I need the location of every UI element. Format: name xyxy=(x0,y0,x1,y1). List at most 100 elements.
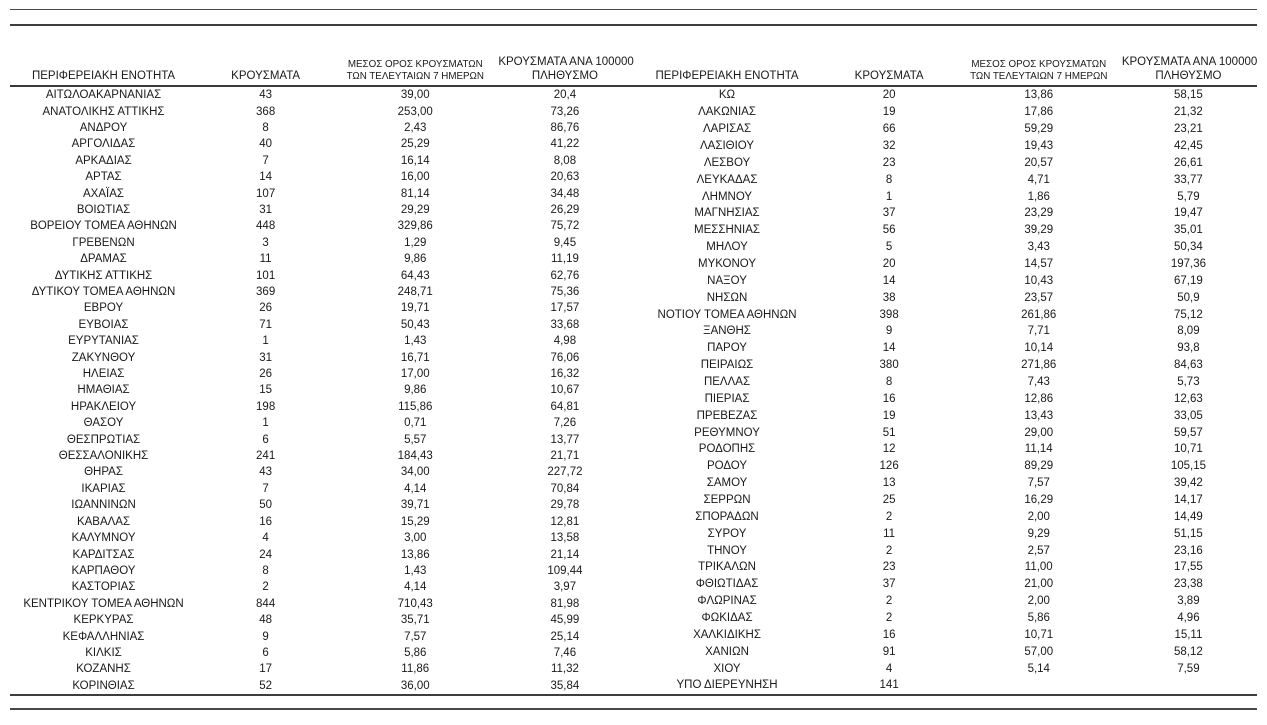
cases-cell: 2 xyxy=(885,544,893,557)
table-row: ΠΕΛΛΑΣ 8 7,43 5,73 xyxy=(634,374,1258,391)
cases-cell: 369 xyxy=(256,286,276,298)
cases-cell: 126 xyxy=(879,460,899,473)
per100k-cell: 23,21 xyxy=(1174,123,1203,136)
per100k-cell: 75,12 xyxy=(1174,308,1203,321)
avg7-cell: 184,43 xyxy=(397,450,433,463)
cases-cell: 198 xyxy=(256,400,276,413)
table-row: ΕΒΡΟΥ 26 19,71 17,57 xyxy=(10,300,634,316)
cases-cell: 71 xyxy=(259,318,273,331)
per100k-cell: 26,29 xyxy=(550,203,580,216)
region-name-cell: ΠΑΡΟΥ xyxy=(707,342,747,355)
cases-cell: 56 xyxy=(882,224,896,237)
per100k-cell: 33,68 xyxy=(550,318,580,331)
region-name-cell: ΛΕΥΚΑΔΑΣ xyxy=(696,173,758,186)
table-row: ΚΟΡΙΝΘΙΑΣ 52 36,00 35,84 xyxy=(10,678,634,694)
region-name-cell: ΚΩ xyxy=(718,89,736,102)
cases-cell: 8 xyxy=(885,375,893,388)
column-header-avg7: ΜΕΣΟΣ ΟΡΟΣ ΚΡΟΥΣΜΑΤΩΝ ΤΩΝ ΤΕΛΕΥΤΑΙΩΝ 7 Η… xyxy=(957,26,1120,88)
avg7-cell: 39,29 xyxy=(1024,224,1054,237)
region-name-cell: ΕΒΡΟΥ xyxy=(83,302,124,315)
cases-cell: 8 xyxy=(262,121,269,134)
cases-cell: 17 xyxy=(259,663,273,676)
per100k-cell: 7,59 xyxy=(1177,662,1200,675)
table-row: ΜΗΛΟΥ 5 3,43 50,34 xyxy=(634,239,1258,256)
per100k-cell: 20,4 xyxy=(553,89,577,102)
region-name-cell: ΘΑΣΟΥ xyxy=(83,417,124,430)
cases-cell: 15 xyxy=(259,384,273,397)
column-header-avg7-line2: ΤΩΝ ΤΕΛΕΥΤΑΙΩΝ 7 ΗΜΕΡΩΝ xyxy=(970,70,1108,82)
table-row: ΛΕΣΒΟΥ 23 20,57 26,61 xyxy=(634,155,1258,172)
per100k-cell: 4,98 xyxy=(553,335,577,348)
per100k-cell: 14,17 xyxy=(1174,493,1203,506)
avg7-cell: 115,86 xyxy=(398,400,433,413)
cases-cell: 6 xyxy=(262,433,269,446)
cases-cell: 9 xyxy=(262,630,269,643)
avg7-cell: 3,00 xyxy=(404,532,427,545)
region-name-cell: ΘΗΡΑΣ xyxy=(84,466,123,479)
per100k-cell: 64,81 xyxy=(550,400,580,413)
avg7-cell: 19,71 xyxy=(400,302,430,315)
per100k-cell: 26,61 xyxy=(1174,156,1203,169)
region-name-cell: ΧΑΛΚΙΔΙΚΗΣ xyxy=(693,628,761,641)
per100k-cell: 5,79 xyxy=(1177,190,1200,203)
table-row: ΑΡΓΟΛΙΔΑΣ 40 25,29 41,22 xyxy=(10,136,634,152)
per100k-cell: 58,15 xyxy=(1174,89,1203,102)
table-row: ΚΕΝΤΡΙΚΟΥ ΤΟΜΕΑ ΑΘΗΝΩΝ 844 710,43 81,98 xyxy=(10,596,634,612)
avg7-cell: 4,14 xyxy=(404,581,427,594)
per100k-cell: 15,11 xyxy=(1174,628,1203,641)
cases-cell: 141 xyxy=(879,679,899,692)
avg7-cell: 11,14 xyxy=(1024,443,1053,456)
table-row: ΠΡΕΒΕΖΑΣ 19 13,43 33,05 xyxy=(634,407,1258,424)
region-name-cell: ΜΕΣΣΗΝΙΑΣ xyxy=(693,224,761,237)
table-row: ΡΕΘΥΜΝΟΥ 51 29,00 59,57 xyxy=(634,424,1258,441)
region-name-cell: ΜΗΛΟΥ xyxy=(706,241,748,254)
cases-cell: 16 xyxy=(882,392,896,405)
avg7-cell: 16,14 xyxy=(400,154,430,167)
cases-cell: 11 xyxy=(259,253,272,266)
region-name-cell: ΣΥΡΟΥ xyxy=(707,527,747,540)
avg7-cell: 35,71 xyxy=(400,614,430,627)
cases-table-right: ΠΕΡΙΦΕΡΕΙΑΚΗ ΕΝΟΤΗΤΑ ΚΡΟΥΣΜΑΤΑ ΜΕΣΟΣ ΟΡΟ… xyxy=(633,26,1258,694)
region-name-cell: ΧΑΝΙΩΝ xyxy=(705,645,749,658)
region-name-cell: ΚΕΦΑΛΛΗΝΙΑΣ xyxy=(62,630,145,643)
avg7-cell: 4,14 xyxy=(404,482,427,495)
table-row: ΔΡΑΜΑΣ 11 9,86 11,19 xyxy=(10,251,634,267)
avg7-cell: 20,57 xyxy=(1024,156,1054,169)
table-row: ΘΕΣΠΡΩΤΙΑΣ 6 5,57 13,77 xyxy=(10,432,634,448)
avg7-cell: 10,14 xyxy=(1024,342,1054,355)
avg7-cell: 19,43 xyxy=(1024,139,1054,152)
bottom-divider-thin xyxy=(10,708,1257,711)
cases-cell: 32 xyxy=(882,139,896,152)
cases-cell: 6 xyxy=(262,646,269,659)
table-row: ΜΥΚΟΝΟΥ 20 14,57 197,36 xyxy=(634,256,1258,273)
avg7-cell: 1,29 xyxy=(404,236,427,249)
per100k-cell: 11,32 xyxy=(550,663,579,676)
region-name-cell: ΣΕΡΡΩΝ xyxy=(703,493,751,506)
table-row: ΙΚΑΡΙΑΣ 7 4,14 70,84 xyxy=(10,481,634,497)
cases-cell: 48 xyxy=(259,614,273,627)
per100k-cell: 13,77 xyxy=(550,433,580,446)
per100k-cell: 86,76 xyxy=(550,121,580,134)
avg7-cell: 64,43 xyxy=(400,269,430,282)
cases-cell: 14 xyxy=(259,171,273,184)
bottom-divider-thick xyxy=(10,694,1257,697)
per100k-cell: 14,49 xyxy=(1174,510,1203,523)
per100k-cell: 62,76 xyxy=(550,269,580,282)
per100k-cell: 21,14 xyxy=(550,548,580,561)
avg7-cell: 39,00 xyxy=(400,89,430,102)
region-name-cell: ΦΛΩΡΙΝΑΣ xyxy=(697,595,757,608)
region-name-cell: ΣΑΜΟΥ xyxy=(706,477,748,490)
table-row: ΦΩΚΙΔΑΣ 2 5,86 4,96 xyxy=(634,610,1258,627)
avg7-cell: 14,57 xyxy=(1024,257,1054,270)
per100k-cell: 10,67 xyxy=(550,384,580,397)
table-row: ΣΥΡΟΥ 11 9,29 51,15 xyxy=(634,525,1258,542)
avg7-cell: 5,14 xyxy=(1027,662,1050,675)
cases-cell: 51 xyxy=(882,426,896,439)
avg7-cell: 50,43 xyxy=(400,318,430,331)
region-name-cell: ΗΡΑΚΛΕΙΟΥ xyxy=(70,400,137,413)
region-name-cell: ΕΥΒΟΙΑΣ xyxy=(78,318,129,331)
cases-cell: 16 xyxy=(882,628,896,641)
table-row: ΧΙΟΥ 4 5,14 7,59 xyxy=(634,660,1258,677)
column-header-per100k-line1: ΚΡΟΥΣΜΑΤΑ ΑΝΑ 100000 xyxy=(1121,56,1257,68)
region-name-cell: ΞΑΝΘΗΣ xyxy=(703,325,751,338)
